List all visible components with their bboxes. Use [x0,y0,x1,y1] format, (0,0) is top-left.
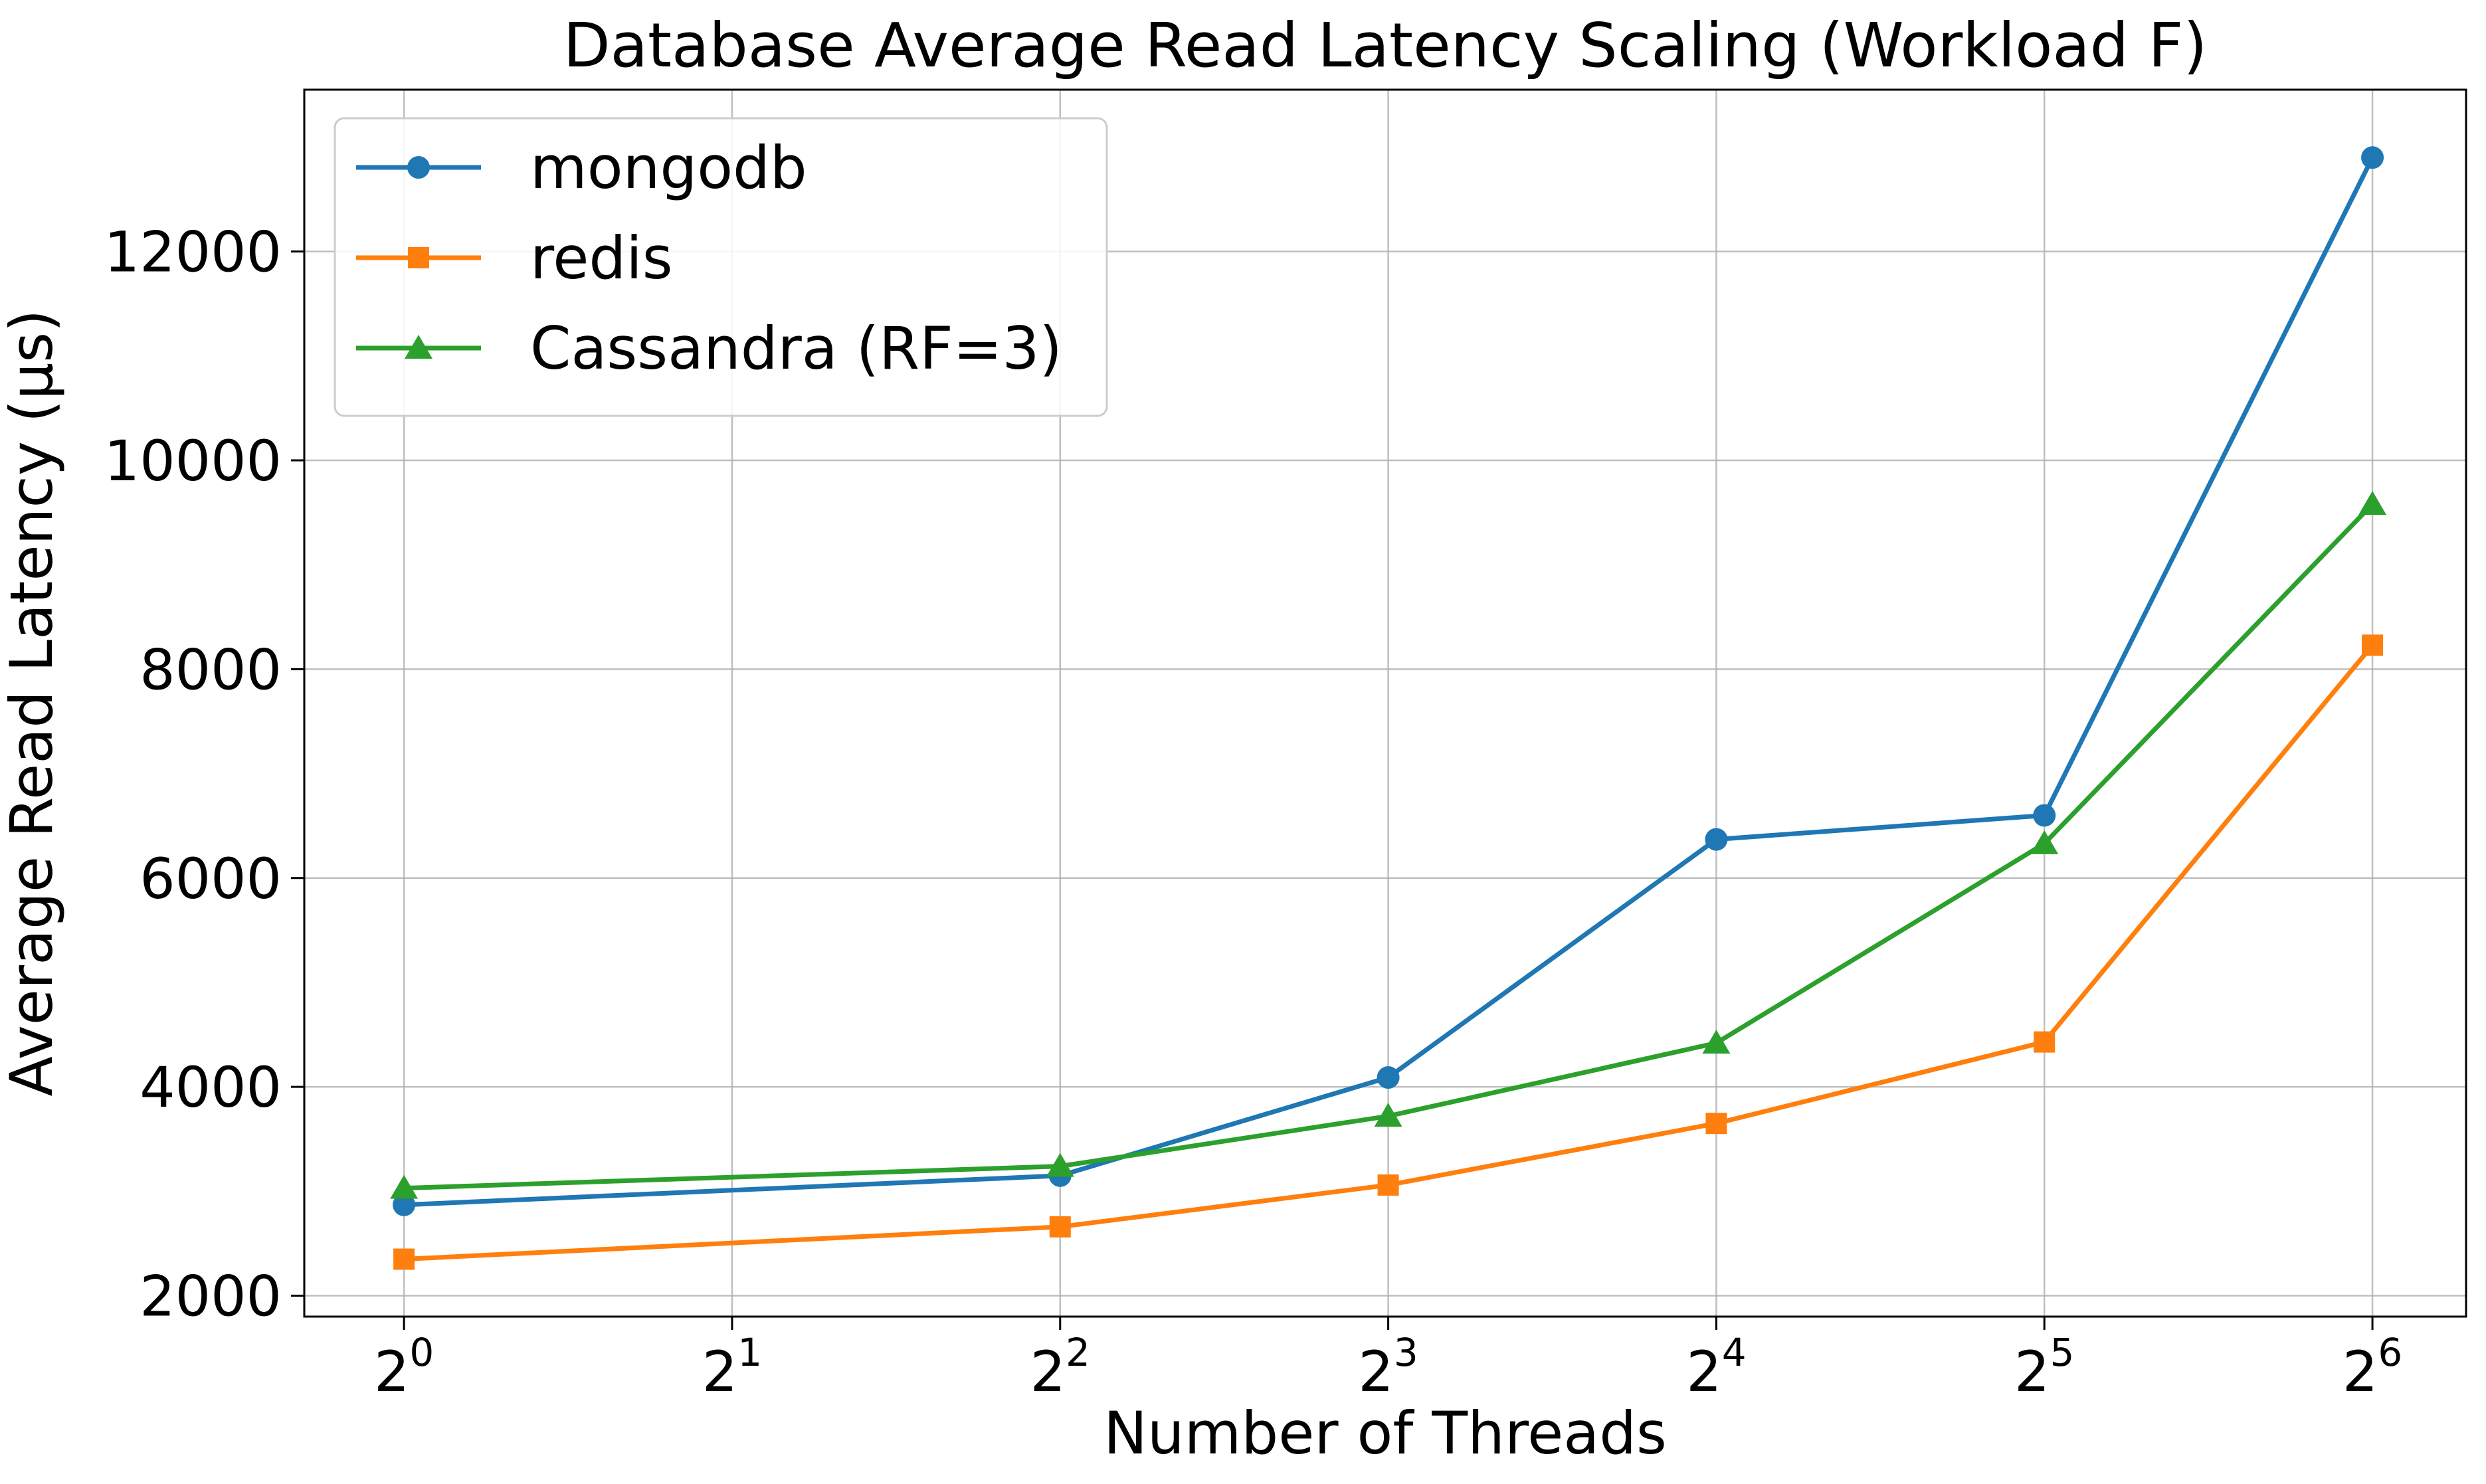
legend-label: redis [530,224,673,292]
data-point-marker [390,1174,419,1199]
data-point-marker [2361,146,2384,169]
y-tick-label: 6000 [140,846,282,911]
data-point-marker [2358,491,2387,515]
x-tick-label: 25 [2014,1330,2074,1404]
data-point-marker [1374,1103,1402,1127]
data-point-marker [393,1248,415,1270]
data-point-marker [1377,1066,1400,1089]
data-point-marker [2033,804,2056,827]
x-tick-label: 23 [1358,1330,1418,1404]
data-point-marker [1046,1153,1074,1177]
legend-entry: redis [356,224,673,292]
data-point-marker [1705,828,1728,851]
data-point-marker [393,1193,416,1216]
y-tick-label: 2000 [140,1264,282,1329]
legend-marker [407,156,430,179]
y-tick-label: 8000 [140,637,282,702]
series-0 [393,146,2384,1216]
data-point-marker [2030,830,2059,854]
data-point-marker [1705,1113,1727,1135]
legend: mongodb redis Cassandra (RF=3) [334,117,1108,417]
x-tick-label: 20 [374,1330,434,1404]
data-point-marker [1049,1216,1071,1238]
y-tick-label: 12000 [104,220,282,285]
legend-marker [405,335,432,359]
x-axis-title: Number of Threads [1103,1399,1667,1467]
data-point-marker [1702,1030,1731,1054]
legend-label: Cassandra (RF=3) [530,314,1062,383]
series-2 [390,491,2387,1199]
legend-box [334,117,1108,417]
series-line [401,155,2375,1208]
ticks: 20 21 22 23 24 25 26 2000 4000 6000 8000 10000 12000 [104,220,2402,1404]
data-point-marker [1377,1174,1399,1196]
x-tick-label: 26 [2343,1330,2402,1404]
x-tick-label: 22 [1030,1330,1090,1404]
series-1 [393,634,2384,1270]
series-line [401,502,2375,1191]
data-point-marker [2362,634,2384,656]
legend-marker [408,247,429,268]
data-point-marker [2034,1031,2056,1053]
series-line [401,642,2375,1262]
plot-area-frame [303,88,2467,1318]
chart-title: Database Average Read Latency Scaling (W… [563,10,2208,81]
y-tick-label: 10000 [104,428,282,494]
y-axis-title: Average Read Latency (µs) [0,310,66,1097]
y-tick-label: 4000 [140,1055,282,1120]
legend-entry: Cassandra (RF=3) [356,314,1062,383]
x-tick-label: 24 [1686,1330,1746,1404]
series-layer [390,146,2387,1270]
legend-entry: mongodb [356,134,807,202]
x-tick-label: 21 [702,1330,762,1404]
legend-label: mongodb [530,134,807,202]
